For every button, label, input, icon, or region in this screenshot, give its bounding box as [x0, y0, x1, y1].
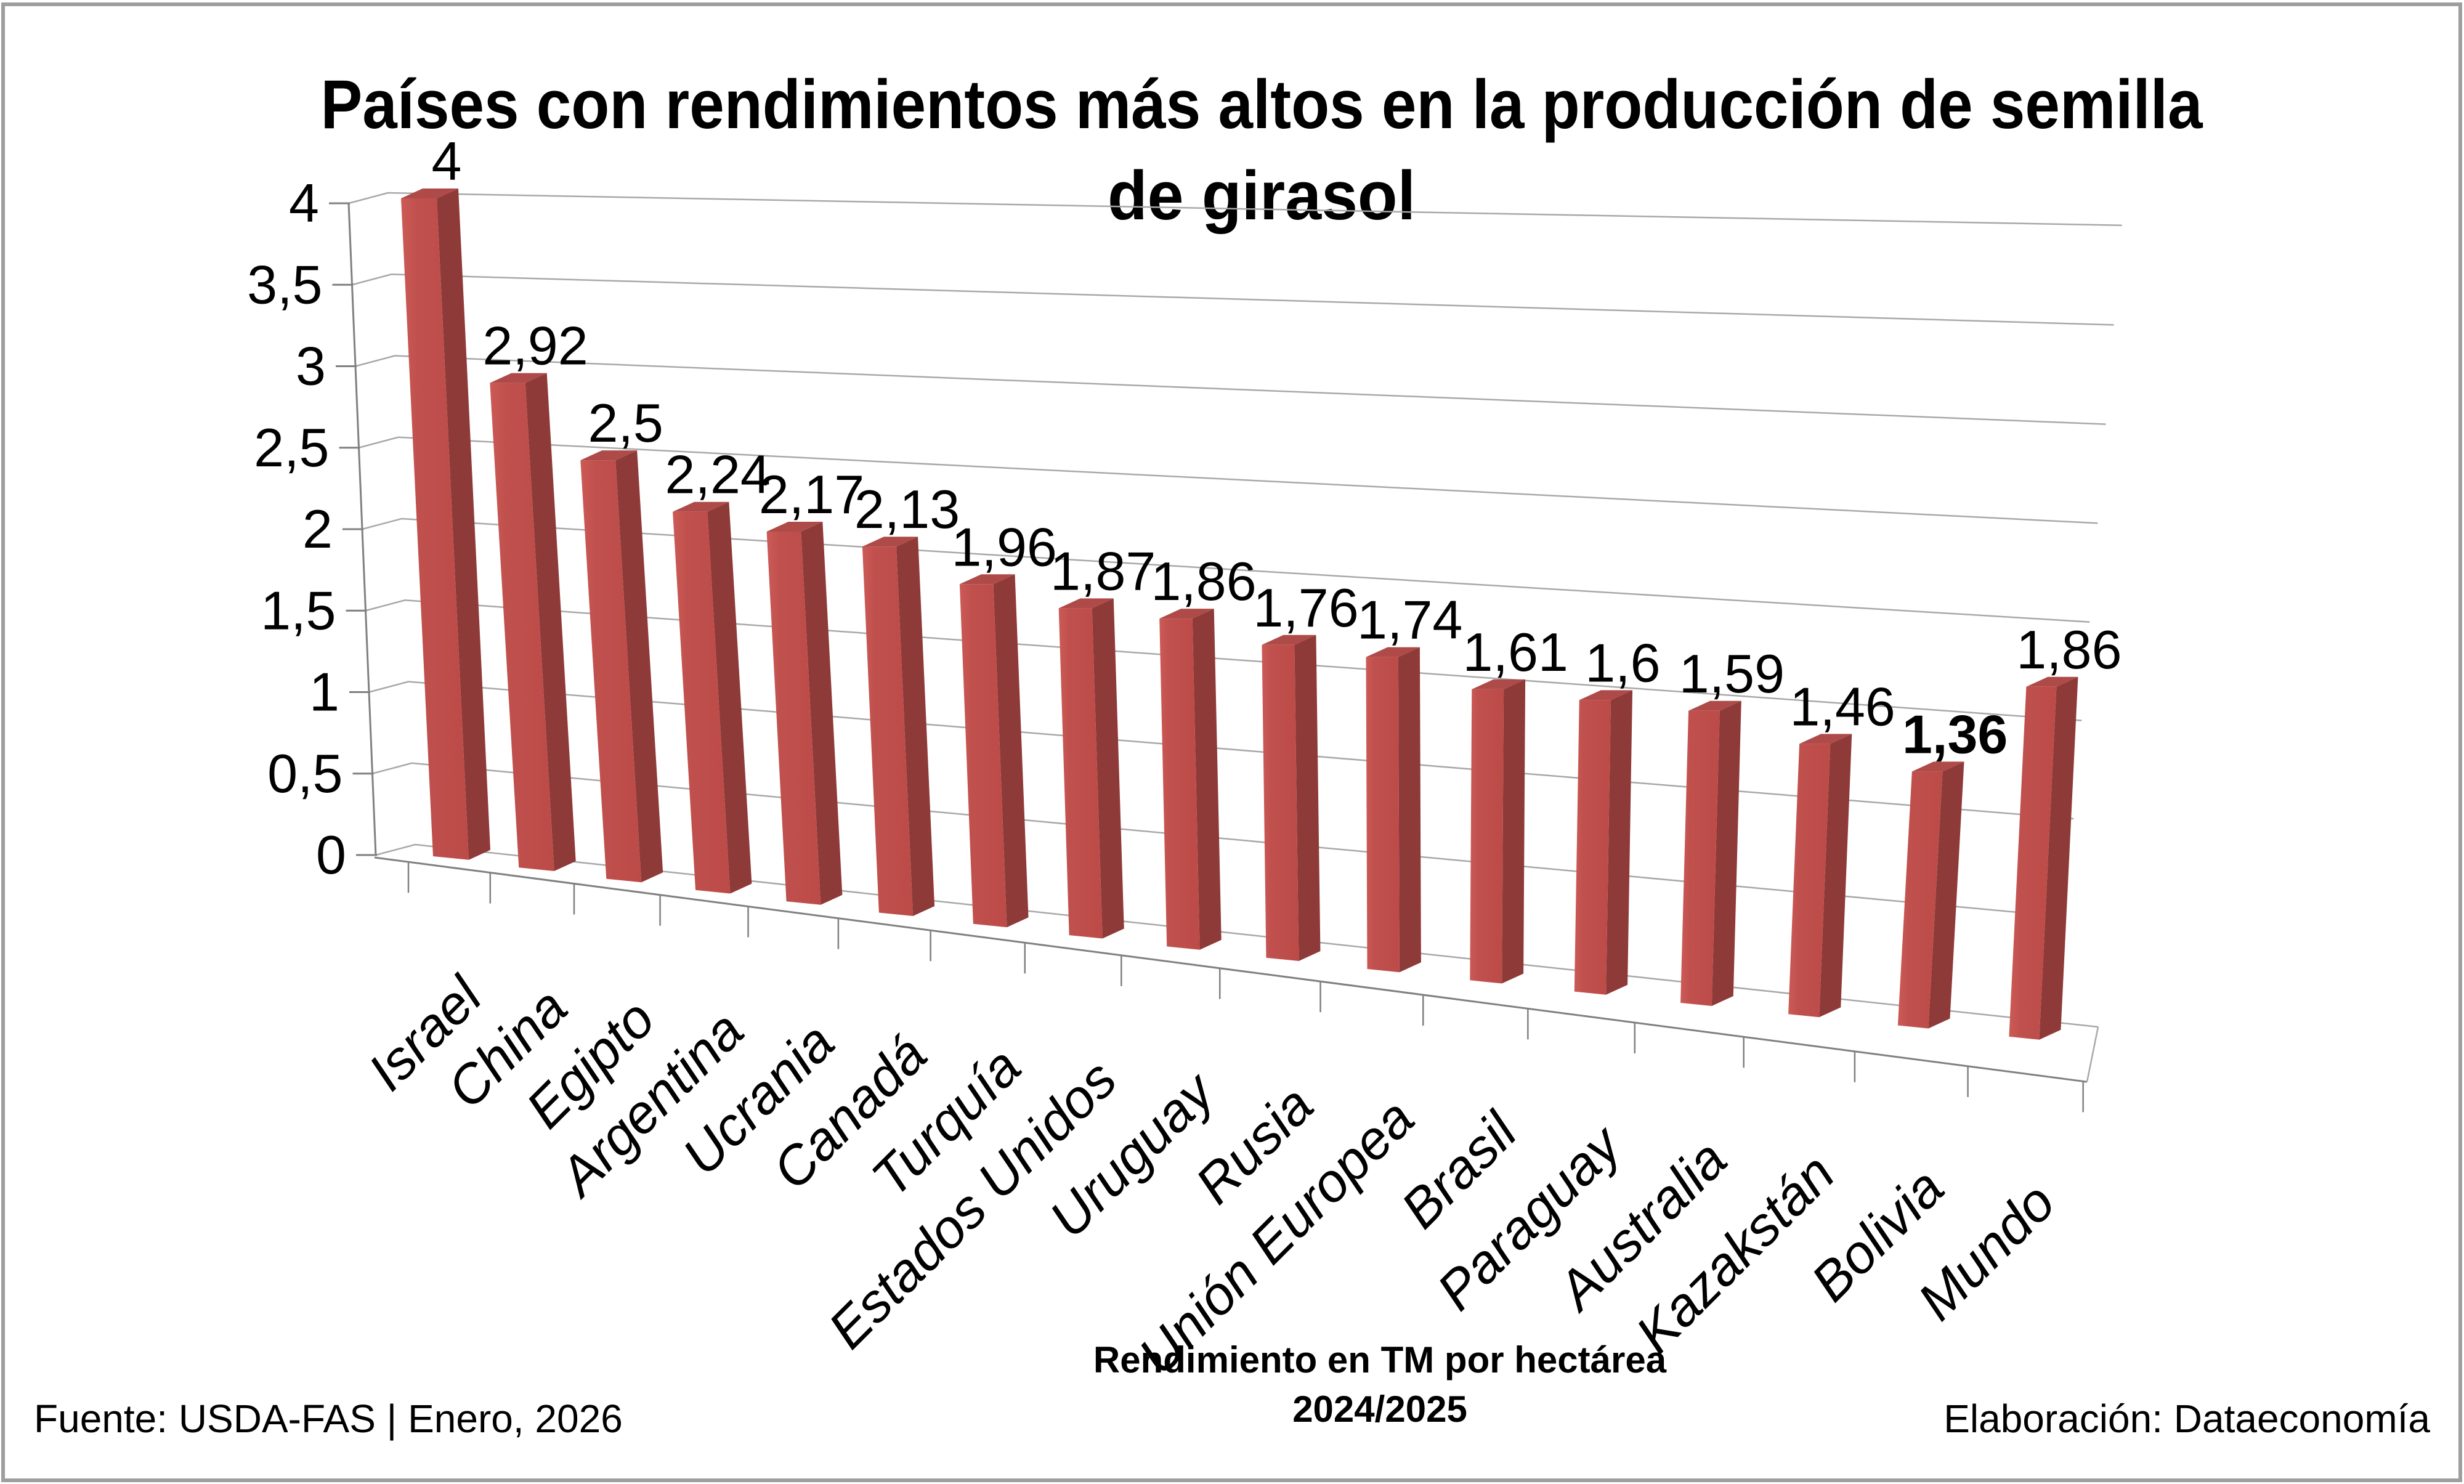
bar-israel: [401, 198, 469, 860]
bar-top-mundo: [2026, 676, 2078, 687]
bar-top-israel: [401, 189, 458, 198]
bar-kazakst-n: [1788, 744, 1831, 1018]
bar-top-ucrania: [766, 521, 823, 532]
bar-side-uni-n-europea: [1398, 647, 1421, 973]
category-axis-line: [374, 856, 2088, 1083]
credit-note: Elaboración: Dataeconomía: [1943, 1397, 2430, 1441]
value-label-egipto: 2,5: [588, 392, 663, 453]
gridline: [348, 192, 2122, 227]
bar-argentina: [673, 511, 731, 894]
y-tick-label: 2: [302, 498, 333, 559]
value-label-mundo: 1,86: [2016, 619, 2122, 680]
x-axis-caption-line1: Rendimiento en TM por hectárea: [1093, 1339, 1667, 1381]
bar-top-turqu-a: [959, 574, 1015, 585]
bar-china: [490, 383, 554, 872]
chart-title-line2: de girasol: [1108, 157, 1416, 234]
bar-top-uni-n-europea: [1366, 647, 1420, 657]
bar-top-rusia: [1262, 635, 1316, 645]
y-tick-label: 1,5: [261, 580, 336, 641]
value-label-uni-n-europea: 1,74: [1357, 590, 1462, 651]
bar-uruguay: [1159, 618, 1200, 950]
bar-uni-n-europea: [1366, 657, 1400, 973]
bar-side-bolivia: [1928, 761, 1964, 1029]
bar-egipto: [580, 460, 642, 883]
y-tick-label: 3: [296, 336, 326, 397]
bar-side-ucrania: [801, 521, 843, 905]
bar-turqu-a: [959, 584, 1007, 928]
floor-right-edge: [2086, 1026, 2099, 1082]
value-label-rusia: 1,76: [1253, 577, 1358, 638]
bar-side-egipto: [615, 450, 663, 883]
value-label-china: 2,92: [482, 315, 588, 376]
bar-side-kazakst-n: [1819, 734, 1852, 1018]
bar-top-estados-unidos: [1058, 598, 1114, 609]
bar-australia: [1680, 710, 1720, 1006]
bar-side-mundo: [2039, 676, 2078, 1040]
x-axis-caption-line2: 2024/2025: [1292, 1389, 1467, 1430]
value-label-estados-unidos: 1,87: [1050, 540, 1156, 601]
value-label-brasil: 1,61: [1463, 622, 1568, 683]
bar-top-uruguay: [1159, 609, 1214, 619]
bar-top-egipto: [580, 450, 638, 461]
y-axis-line: [347, 203, 377, 856]
bar-brasil: [1470, 689, 1504, 984]
value-label-kazakst-n: 1,46: [1790, 676, 1895, 737]
bar-top-brasil: [1472, 679, 1526, 689]
bar-top-china: [490, 373, 547, 383]
value-label-argentina: 2,24: [665, 444, 771, 505]
bar-top-canad-: [862, 537, 918, 547]
value-label-turqu-a: 1,96: [952, 516, 1057, 577]
value-label-bolivia: 1,36: [1902, 703, 2008, 764]
gridline: [362, 517, 2090, 623]
bar-side-canad-: [896, 537, 935, 917]
gridline: [352, 273, 2114, 326]
bar-estados-unidos: [1058, 608, 1103, 939]
bar-side-uruguay: [1192, 609, 1222, 950]
bar-top-argentina: [673, 501, 729, 512]
y-tick-label: 3,5: [247, 254, 322, 315]
bar-mundo: [2009, 686, 2057, 1040]
bar-side-argentina: [707, 501, 752, 894]
gridline: [355, 355, 2106, 425]
plot-area: 43,532,521,510,504Israel2,92China2,5Egip…: [247, 131, 2122, 1386]
bar-side-australia: [1711, 700, 1741, 1006]
bar-rusia: [1262, 644, 1299, 961]
bar-paraguay: [1574, 700, 1611, 995]
bar-side-brasil: [1502, 679, 1526, 984]
bar-top-kazakst-n: [1799, 734, 1852, 744]
value-label-australia: 1,59: [1679, 643, 1785, 704]
value-label-uruguay: 1,86: [1151, 551, 1256, 612]
bar-side-paraguay: [1606, 690, 1633, 995]
bar-side-estados-unidos: [1092, 598, 1124, 939]
bar-bolivia: [1897, 771, 1943, 1029]
value-label-canad-: 2,13: [854, 479, 960, 540]
value-label-paraguay: 1,6: [1585, 632, 1660, 693]
bar-side-turqu-a: [993, 574, 1029, 928]
chart-title-line1: Países con rendimientos más altos en la …: [321, 66, 2203, 143]
bar-top-bolivia: [1911, 761, 1964, 772]
y-tick-label: 4: [289, 172, 319, 233]
y-tick-label: 0,5: [267, 743, 342, 804]
bar-ucrania: [766, 531, 821, 905]
bar-top-australia: [1688, 700, 1741, 711]
value-label-israel: 4: [432, 131, 462, 192]
bar-side-china: [525, 373, 576, 872]
bar-side-rusia: [1294, 635, 1321, 961]
source-note: Fuente: USDA-FAS | Enero, 2026: [34, 1397, 623, 1441]
value-label-ucrania: 2,17: [759, 464, 864, 525]
y-tick-label: 2,5: [254, 417, 329, 478]
gridline: [359, 436, 2098, 524]
bar-canad-: [862, 546, 914, 917]
bar-side-israel: [437, 189, 490, 860]
y-tick-label: 1: [309, 662, 339, 723]
y-tick-label: 0: [316, 824, 346, 885]
gridline: [375, 843, 2099, 1028]
bar-top-paraguay: [1579, 690, 1633, 700]
